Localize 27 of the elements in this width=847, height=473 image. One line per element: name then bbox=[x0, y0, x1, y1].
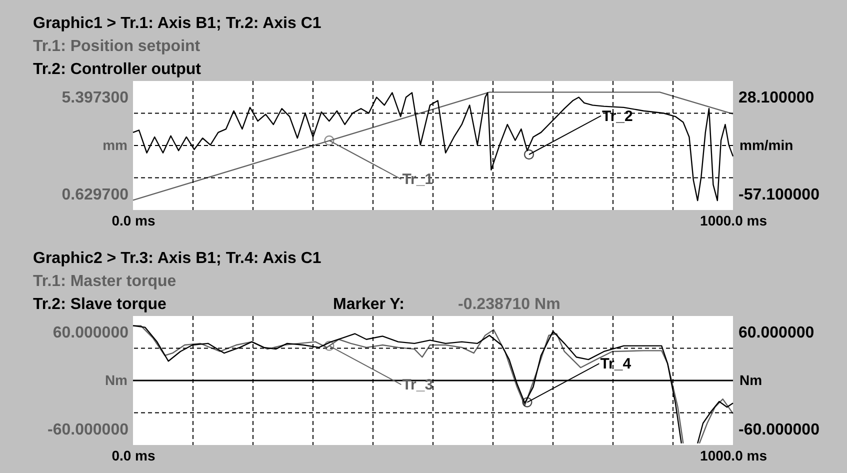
y-tick-label: 60.000000 bbox=[52, 324, 129, 342]
y-tick-label: 0.629700 bbox=[62, 186, 129, 204]
y2-tick-label: -57.100000 bbox=[738, 186, 820, 204]
y2-tick-label: -60.000000 bbox=[738, 421, 820, 438]
text: Tr.2: Controller output bbox=[33, 61, 202, 78]
annotation: Tr_4 bbox=[600, 356, 632, 373]
text: Tr.2: Slave torque bbox=[33, 296, 166, 313]
chart-title: Graphic1 > Tr.1: Axis B1; Tr.2: Axis C1 bbox=[33, 15, 322, 32]
y2-axis-title: mm/min bbox=[740, 137, 794, 153]
x-tick-label: 1000.0 ms bbox=[700, 448, 768, 464]
annotation: Tr_1 bbox=[402, 171, 434, 188]
y2-axis-title: Nm bbox=[740, 372, 762, 388]
y-axis-title: Nm bbox=[104, 372, 128, 388]
y-tick-label: 5.397300 bbox=[62, 90, 129, 107]
y2-tick-label: 28.100000 bbox=[738, 90, 814, 107]
y-tick-label: -60.000000 bbox=[48, 421, 129, 438]
x-tick-label: 1000.0 ms bbox=[700, 212, 768, 228]
annotation: Tr_3 bbox=[402, 376, 434, 394]
text: Marker Y: bbox=[333, 296, 404, 313]
text: -0.238710 Nm bbox=[458, 296, 560, 313]
text: Tr.1: Master torque bbox=[33, 273, 176, 290]
y-axis-title: mm bbox=[102, 137, 128, 153]
y2-tick-label: 60.000000 bbox=[738, 324, 814, 342]
x-tick-label: 0.0 ms bbox=[112, 448, 156, 464]
chart-title: Graphic2 > Tr.3: Axis B1; Tr.4: Axis C1 bbox=[33, 250, 322, 267]
text: Tr.1: Position setpoint bbox=[33, 38, 201, 55]
x-tick-label: 0.0 ms bbox=[112, 212, 156, 228]
